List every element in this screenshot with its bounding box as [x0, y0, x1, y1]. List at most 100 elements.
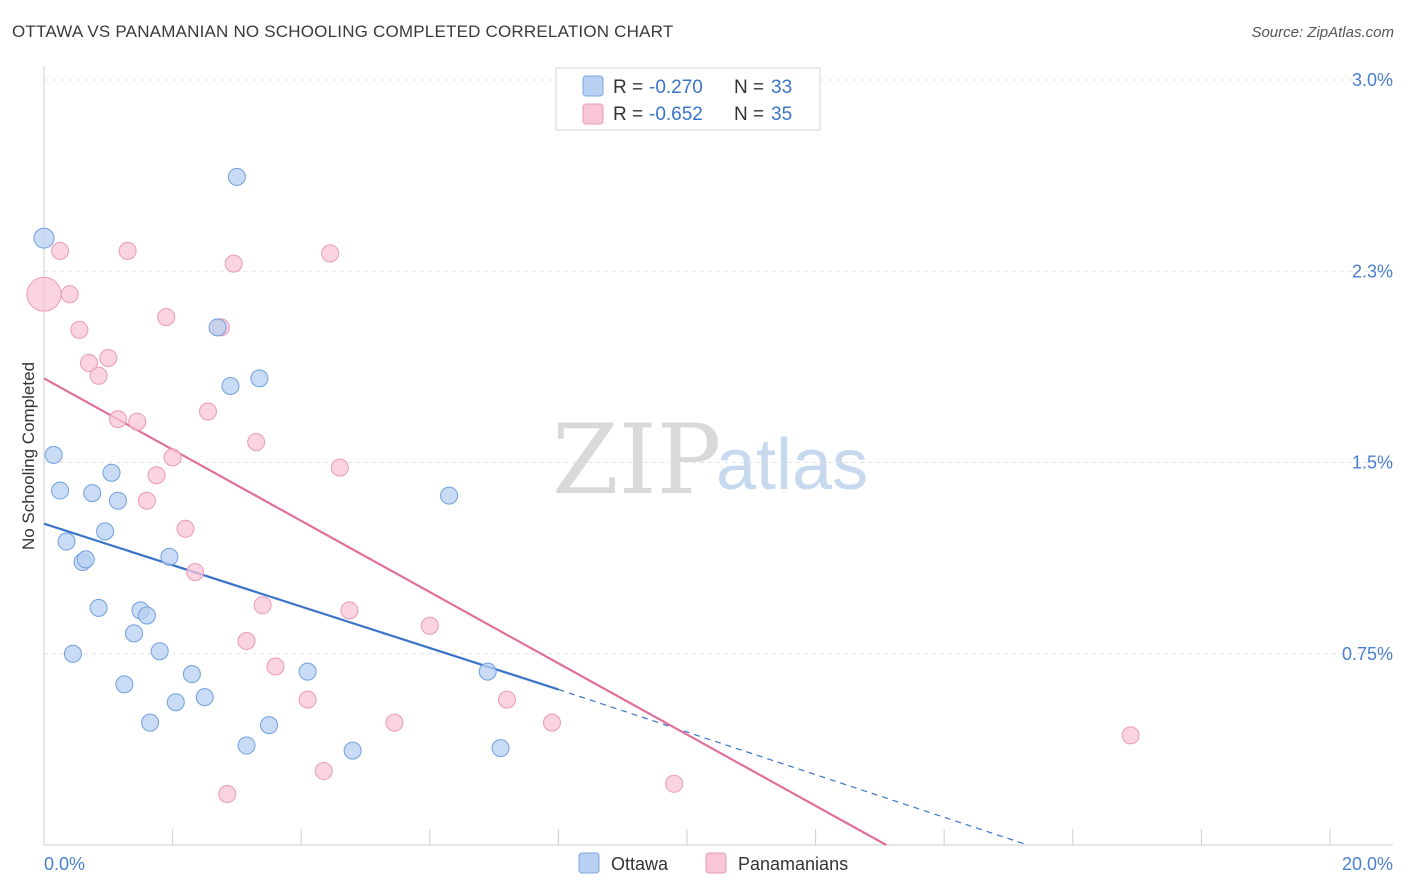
gridlines [44, 79, 1393, 655]
panamanian-point [314, 762, 333, 781]
panamanian-point [330, 458, 349, 477]
ottawa-point [89, 598, 108, 617]
panamanian-point [253, 596, 272, 615]
ottawa-trend-line [43, 522, 559, 691]
panamanian-point [70, 320, 89, 339]
ottawa-point [160, 547, 179, 566]
panamanian-point [321, 244, 340, 263]
panamanian-point [266, 657, 285, 676]
ottawa-point [195, 688, 214, 707]
panamanian-point [163, 448, 182, 467]
panamanian-point [89, 366, 108, 385]
panamanian-trend [43, 377, 887, 846]
ottawa-point [57, 532, 76, 551]
ottawa-point [83, 484, 102, 503]
panamanian-point [218, 785, 237, 803]
panamanian-point [118, 241, 137, 260]
ottawa-point [150, 642, 169, 661]
ottawa-point [115, 675, 134, 694]
axes [43, 66, 1393, 846]
legend-n-ottawa: 33 [771, 77, 792, 98]
panamanian-point [198, 402, 217, 421]
correlation-legend: R = -0.270 N = 33 R = -0.652 N = 35 [555, 67, 821, 131]
ottawa-point [76, 550, 95, 569]
ottawa-point [260, 716, 279, 735]
panamanian-point [497, 690, 516, 709]
panamanian-point [137, 491, 156, 510]
ottawa-point [237, 736, 256, 755]
panamanian-point [186, 563, 205, 582]
series-legend-swatch-panamanians [705, 852, 727, 874]
panamanian-point [99, 348, 118, 367]
legend-n-label-panamanians: N = [734, 104, 764, 125]
ottawa-point [125, 624, 144, 643]
series-legend-ottawa: Ottawa [611, 854, 669, 874]
ottawa-point [166, 693, 185, 712]
ottawa-point [141, 713, 160, 732]
ottawa-point [298, 662, 317, 681]
panamanian-point [385, 713, 404, 732]
y-tick-labels: 0.75% 1.5% 2.3% 3.0% [1342, 70, 1393, 664]
ottawa-point [343, 741, 362, 760]
panamanian-point [224, 254, 243, 273]
ottawa-point [137, 606, 156, 625]
y-tick-label: 1.5% [1352, 453, 1393, 473]
ottawa-point [491, 739, 510, 758]
legend-swatch-panamanians [582, 103, 604, 125]
panamanian-trend-line [43, 377, 887, 846]
legend-r-label-ottawa: R = [613, 77, 643, 98]
panamanian-point [176, 519, 195, 538]
panamanian-point [60, 285, 79, 304]
panamanian-point [128, 412, 147, 431]
ottawa-trend [43, 522, 1028, 846]
series-legend-panamanians: Panamanians [738, 854, 848, 874]
ottawa-point [227, 167, 246, 186]
panamanian-point [665, 774, 684, 793]
panamanian-point [147, 466, 166, 485]
ottawa-point [478, 662, 497, 681]
panamanian-point [298, 690, 317, 709]
y-tick-label: 2.3% [1352, 261, 1393, 281]
ottawa-point [182, 665, 201, 684]
zipatlas-watermark: ZIP atlas [552, 404, 868, 516]
panamanian-points [26, 241, 1140, 803]
watermark-zip: ZIP [552, 404, 721, 516]
legend-n-label-ottawa: N = [734, 77, 764, 98]
panamanian-point [51, 241, 70, 260]
panamanian-point [157, 308, 176, 327]
ottawa-point [440, 486, 459, 505]
legend-r-label-panamanians: R = [613, 104, 643, 125]
y-tick-label: 0.75% [1342, 644, 1393, 664]
panamanian-point [26, 276, 62, 312]
panamanian-point [108, 410, 127, 429]
source-credit: Source: ZipAtlas.com [1251, 24, 1394, 41]
y-axis-label: No Schooling Completed [19, 362, 38, 550]
ottawa-point [63, 644, 82, 663]
ottawa-points [33, 167, 510, 760]
y-tick-label: 3.0% [1352, 70, 1393, 90]
panamanian-point [420, 616, 439, 635]
panamanian-point [237, 632, 256, 650]
series-legend: Ottawa Panamanians [578, 852, 848, 874]
ottawa-point [51, 481, 70, 500]
panamanian-point [247, 433, 266, 452]
ottawa-point [108, 491, 127, 510]
x-tick-min: 0.0% [44, 854, 85, 874]
ottawa-point [44, 445, 63, 464]
legend-swatch-ottawa [582, 75, 604, 97]
legend-r-panamanians: -0.652 [649, 104, 703, 125]
ottawa-point [102, 463, 121, 482]
legend-n-panamanians: 35 [771, 104, 792, 125]
ottawa-point [33, 227, 55, 249]
ottawa-point [250, 369, 269, 388]
panamanian-point [80, 354, 99, 373]
legend-r-ottawa: -0.270 [649, 77, 703, 98]
x-tick-max: 20.0% [1342, 854, 1393, 874]
chart-title: OTTAWA VS PANAMANIAN NO SCHOOLING COMPLE… [12, 22, 674, 41]
ottawa-point [221, 377, 240, 395]
panamanian-point [1121, 726, 1140, 745]
ottawa-point [96, 522, 115, 541]
panamanian-point [542, 713, 561, 732]
ottawa-point [208, 318, 227, 337]
